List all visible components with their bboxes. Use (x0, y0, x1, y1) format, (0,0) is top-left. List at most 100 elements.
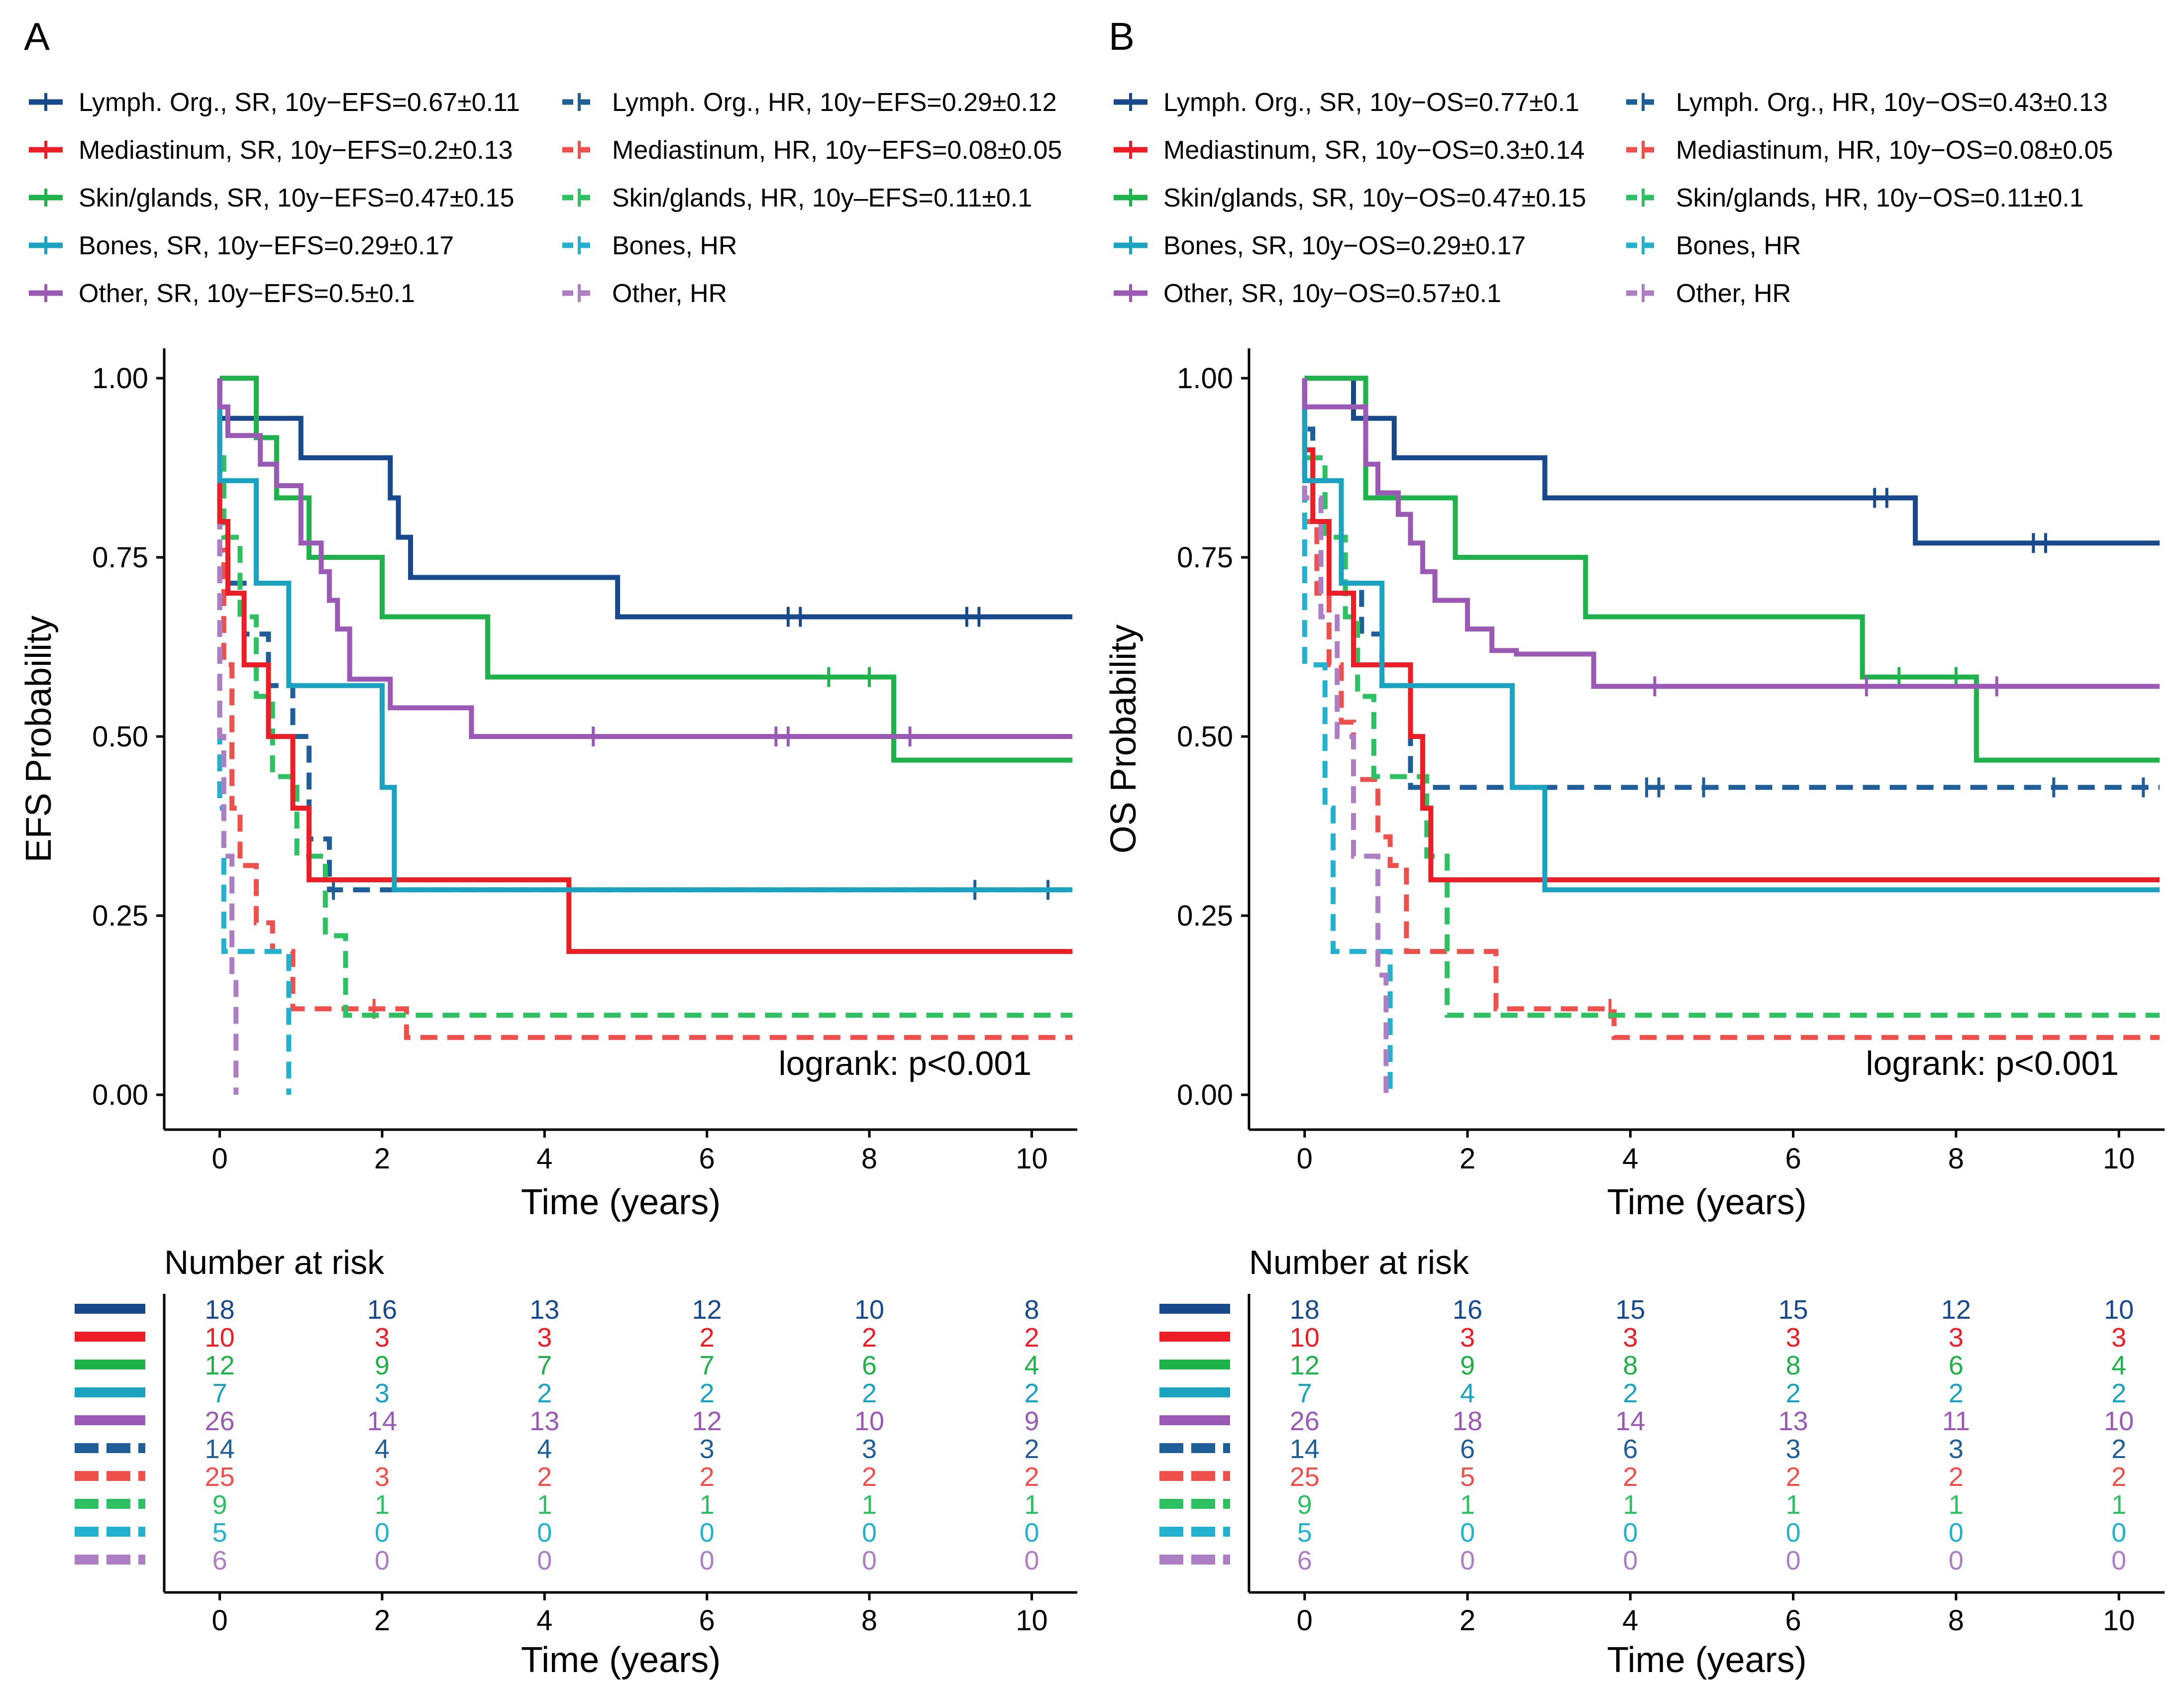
risk-count: 12 (692, 1406, 722, 1436)
risk-row: 7 3 2 2 2 2 (75, 1378, 1039, 1408)
risk-count: 3 (375, 1323, 390, 1353)
risk-x-tick-label: 4 (1622, 1604, 1638, 1637)
risk-count: 3 (2111, 1323, 2126, 1353)
risk-count: 2 (1949, 1378, 1964, 1408)
risk-row: 10 3 3 3 3 3 (1159, 1323, 2126, 1353)
km-curve (219, 376, 1072, 763)
risk-count: 3 (1949, 1434, 1964, 1464)
risk-count: 2 (700, 1378, 715, 1408)
y-tick-label: 0.00 (1177, 1079, 1233, 1111)
panel-label: B (1109, 14, 1135, 58)
risk-count: 13 (529, 1406, 559, 1436)
risk-count: 7 (1297, 1378, 1312, 1408)
legend-item: Skin/glands, HR, 10y−OS=0.11±0.1 (1626, 184, 2084, 212)
risk-count: 14 (367, 1406, 397, 1436)
risk-count: 1 (1786, 1490, 1801, 1520)
risk-x-tick-label: 6 (1785, 1604, 1801, 1637)
risk-count: 0 (862, 1546, 877, 1576)
risk-count: 9 (1460, 1351, 1475, 1380)
risk-count: 12 (1290, 1351, 1320, 1380)
risk-count: 2 (1786, 1378, 1801, 1408)
risk-count: 25 (205, 1462, 235, 1492)
risk-count: 16 (367, 1295, 397, 1325)
km-curve (1302, 378, 2160, 1018)
km-curve (1302, 378, 2160, 689)
risk-count: 3 (862, 1434, 877, 1464)
y-tick-label: 0.50 (1177, 721, 1233, 753)
risk-count: 6 (1460, 1434, 1475, 1464)
risk-row: 6 0 0 0 0 0 (1159, 1546, 2126, 1576)
risk-x-tick-label: 10 (1016, 1604, 1048, 1637)
y-tick-label: 0.00 (92, 1079, 148, 1111)
legend-item: Lymph. Org., SR, 10y−EFS=0.67±0.11 (29, 88, 520, 117)
risk-count: 7 (212, 1378, 227, 1408)
risk-count: 12 (205, 1351, 235, 1380)
risk-count: 4 (2111, 1351, 2126, 1380)
risk-row: 7 4 2 2 2 2 (1159, 1378, 2126, 1408)
legend-item: Mediastinum, SR, 10y−OS=0.3±0.14 (1114, 136, 1585, 165)
km-curve (217, 378, 1072, 739)
risk-row: 25 5 2 2 2 2 (1159, 1462, 2126, 1492)
curves (217, 376, 1072, 1095)
panel-a: A Lymph. Org., SR, 10y−EFS=0.67±0.11 Media… (19, 14, 1077, 1680)
risk-count: 4 (1024, 1351, 1039, 1380)
risk-count: 4 (375, 1434, 390, 1464)
risk-x-tick-label: 8 (861, 1604, 877, 1637)
risk-count: 0 (375, 1518, 390, 1548)
km-curve (217, 378, 1072, 954)
panel-label: A (24, 14, 50, 58)
y-tick-label: 0.25 (1177, 900, 1233, 932)
x-tick-label: 10 (2103, 1143, 2135, 1175)
risk-x-axis-title: Time (years) (521, 1640, 721, 1680)
risk-x-tick-label: 8 (1948, 1604, 1964, 1637)
risk-count: 1 (1024, 1490, 1039, 1520)
legend-item: Bones, HR (562, 231, 737, 260)
risk-row: 14 4 4 3 3 2 (75, 1434, 1039, 1464)
legend-item: Other, HR (1626, 279, 1791, 308)
risk-row: 5 0 0 0 0 0 (75, 1518, 1039, 1548)
risk-count: 0 (537, 1546, 552, 1576)
legend-label: Lymph. Org., SR, 10y−EFS=0.67±0.11 (79, 88, 520, 117)
risk-count: 16 (1453, 1295, 1482, 1325)
risk-count: 1 (375, 1490, 390, 1520)
risk-x-tick-label: 10 (2103, 1604, 2135, 1637)
x-tick-label: 8 (1948, 1143, 1964, 1175)
risk-count: 14 (1615, 1406, 1645, 1436)
risk-count: 3 (1949, 1323, 1964, 1353)
x-tick-label: 0 (211, 1143, 227, 1175)
risk-count: 1 (1949, 1490, 1964, 1520)
risk-x-tick-label: 2 (374, 1604, 390, 1637)
legend-item: Skin/glands, SR, 10y−OS=0.47±0.15 (1114, 184, 1586, 212)
risk-count: 18 (1290, 1295, 1320, 1325)
risk-x-tick-label: 0 (211, 1604, 227, 1637)
risk-count: 0 (1786, 1518, 1801, 1548)
x-tick-label: 0 (1297, 1143, 1313, 1175)
risk-count: 13 (1778, 1406, 1808, 1436)
x-tick-label: 6 (1785, 1143, 1801, 1175)
risk-count: 2 (2111, 1462, 2126, 1492)
legend-label: Skin/glands, HR, 10y−OS=0.11±0.1 (1676, 184, 2084, 212)
risk-count: 0 (537, 1518, 552, 1548)
risk-count: 2 (1024, 1378, 1039, 1408)
legend-item: Other, HR (562, 279, 727, 308)
legend-label: Other, SR, 10y−EFS=0.5±0.1 (79, 279, 415, 308)
risk-count: 11 (1942, 1406, 1970, 1436)
risk-count: 0 (862, 1518, 877, 1548)
risk-count: 0 (1949, 1546, 1964, 1576)
risk-count: 6 (1623, 1434, 1638, 1464)
legend-label: Lymph. Org., HR, 10y−OS=0.43±0.13 (1676, 88, 2108, 117)
legend-label: Mediastinum, HR, 10y−OS=0.08±0.05 (1676, 136, 2113, 165)
risk-count: 2 (862, 1378, 877, 1408)
logrank-annotation: logrank: p<0.001 (1866, 1045, 2119, 1082)
axes: 0.00 0.25 0.50 0.75 1.00 0 2 4 6 8 10 Time (years) O… (1104, 348, 2165, 1222)
risk-count: 4 (537, 1434, 552, 1464)
risk-count: 26 (1290, 1406, 1320, 1436)
risk-count: 15 (1778, 1295, 1808, 1325)
risk-count: 1 (1623, 1490, 1638, 1520)
y-tick-label: 0.50 (92, 721, 148, 753)
risk-count: 0 (2111, 1518, 2126, 1548)
risk-count: 0 (1460, 1518, 1475, 1548)
